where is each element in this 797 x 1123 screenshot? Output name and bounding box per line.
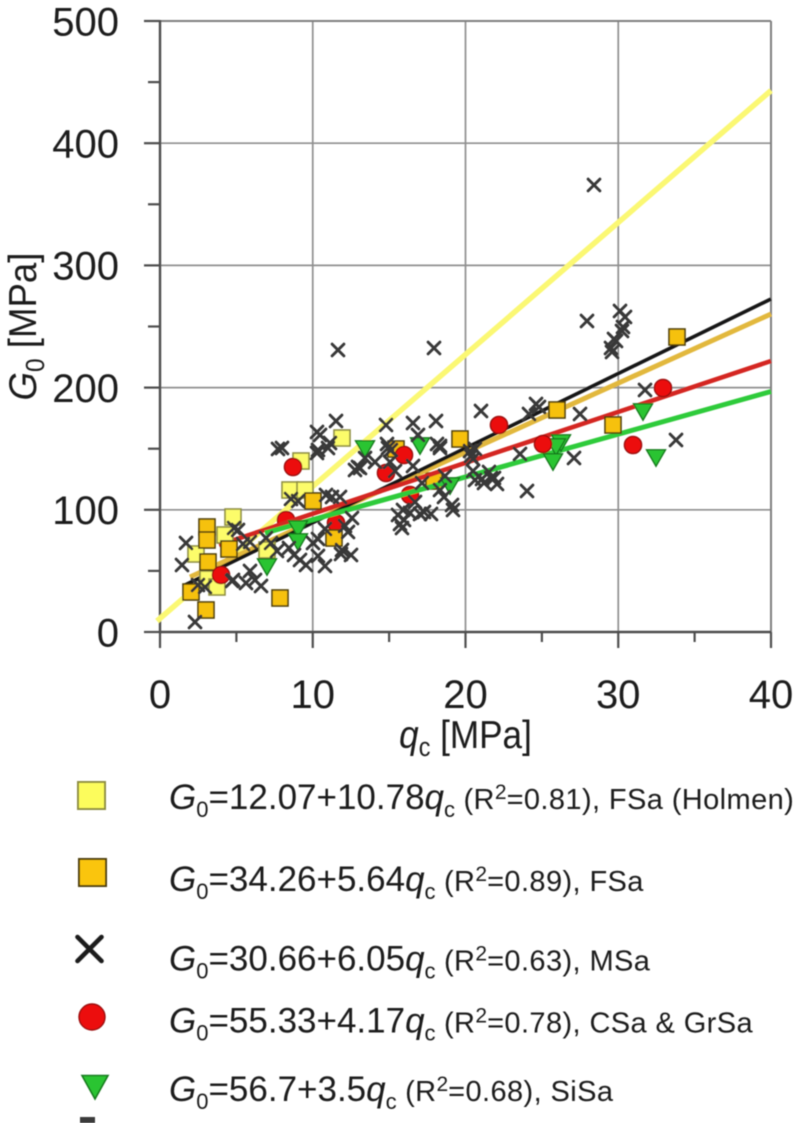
svg-text:G0=12.07+10.78qc (R2=0.81), FS: G0=12.07+10.78qc (R2=0.81), FSa (Holmen) xyxy=(169,778,794,822)
svg-text:30: 30 xyxy=(596,673,641,717)
svg-text:20: 20 xyxy=(443,673,488,717)
svg-text:0: 0 xyxy=(97,611,119,655)
svg-text:G0=30.66+6.05qc (R2=0.63), MSa: G0=30.66+6.05qc (R2=0.63), MSa xyxy=(169,939,651,983)
svg-text:G0 [MPa]: G0 [MPa] xyxy=(2,253,50,401)
svg-text:G0=56.7+3.5qc (R2=0.68), SiSa: G0=56.7+3.5qc (R2=0.68), SiSa xyxy=(169,1070,614,1114)
svg-text:qc [MPa]: qc [MPa] xyxy=(399,712,532,762)
svg-text:200: 200 xyxy=(52,367,119,411)
svg-text:500: 500 xyxy=(52,0,119,44)
svg-text:G0=55.33+4.17qc (R2=0.78), CSa: G0=55.33+4.17qc (R2=0.78), CSa & GrSa xyxy=(169,1001,753,1045)
svg-text:100: 100 xyxy=(52,489,119,533)
svg-text:G0=34.26+5.64qc (R2=0.89), FSa: G0=34.26+5.64qc (R2=0.89), FSa xyxy=(169,860,644,904)
svg-text:300: 300 xyxy=(52,245,119,289)
svg-text:40: 40 xyxy=(749,673,794,717)
svg-text:0: 0 xyxy=(149,673,171,717)
svg-text:10: 10 xyxy=(291,673,336,717)
svg-text:400: 400 xyxy=(52,123,119,167)
